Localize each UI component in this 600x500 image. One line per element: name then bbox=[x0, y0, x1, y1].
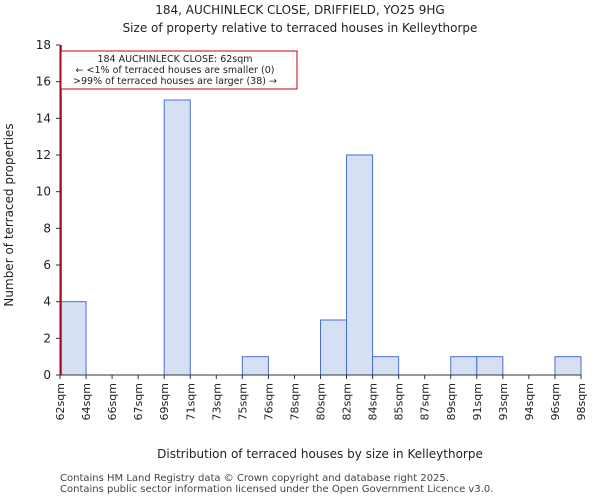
x-tick-label: 91sqm bbox=[471, 383, 484, 420]
x-tick-label: 75sqm bbox=[236, 383, 249, 420]
bar-84sqm bbox=[372, 356, 400, 376]
x-tick-label: 82sqm bbox=[341, 383, 354, 420]
x-tick-label: 93sqm bbox=[497, 383, 510, 420]
bar-69sqm bbox=[163, 99, 191, 376]
bar-82sqm bbox=[346, 154, 374, 376]
x-tick-label: 67sqm bbox=[132, 383, 145, 420]
x-tick-label: 85sqm bbox=[393, 383, 406, 420]
x-tick-label: 80sqm bbox=[315, 383, 328, 420]
annotation-box bbox=[60, 50, 298, 90]
footer-line-1: Contains HM Land Registry data © Crown c… bbox=[60, 473, 449, 484]
bar-62sqm bbox=[59, 301, 87, 376]
bar-91sqm bbox=[476, 356, 504, 376]
x-tick-label: 78sqm bbox=[288, 383, 301, 420]
y-axis-label: Number of terraced properties bbox=[2, 123, 16, 306]
annotation-line-1: 184 AUCHINLECK CLOSE: 62sqm bbox=[97, 54, 252, 65]
y-tick-label: 0 bbox=[43, 368, 51, 382]
y-tick-label: 2 bbox=[43, 331, 51, 345]
x-axis-label: Distribution of terraced houses by size … bbox=[157, 447, 483, 461]
y-tick-label: 18 bbox=[36, 38, 51, 52]
y-tick-label: 10 bbox=[36, 185, 51, 199]
footer-line-2: Contains public sector information licen… bbox=[60, 484, 494, 495]
x-tick-label: 73sqm bbox=[210, 383, 223, 420]
chart-subtitle: Size of property relative to terraced ho… bbox=[122, 21, 478, 35]
x-tick-label: 94sqm bbox=[523, 383, 536, 420]
x-tick-label: 69sqm bbox=[158, 383, 171, 420]
x-tick-label: 84sqm bbox=[367, 383, 380, 420]
x-tick-label: 98sqm bbox=[575, 383, 588, 420]
bar-89sqm bbox=[450, 356, 478, 376]
bar-75sqm bbox=[241, 356, 269, 376]
y-tick-label: 8 bbox=[43, 221, 51, 235]
x-tick-label: 76sqm bbox=[262, 383, 275, 420]
annotation-line-2: ← <1% of terraced houses are smaller (0) bbox=[76, 65, 275, 76]
x-tick-label: 62sqm bbox=[54, 383, 67, 420]
bar-80sqm bbox=[320, 319, 348, 376]
histogram-chart: 0 2 4 6 8 10 12 14 16 18 62sqm 64sqm 66sqm 67sqm 69sqm… bbox=[2, 38, 588, 461]
x-tick-label: 96sqm bbox=[549, 383, 562, 420]
y-tick-label: 14 bbox=[36, 111, 51, 125]
y-tick-label: 12 bbox=[36, 148, 51, 162]
chart-title: 184, AUCHINLECK CLOSE, DRIFFIELD, YO25 9… bbox=[155, 3, 445, 17]
bar-96sqm bbox=[554, 356, 582, 376]
x-tick-label: 71sqm bbox=[184, 383, 197, 420]
y-tick-label: 16 bbox=[36, 75, 51, 89]
annotation-line-3: >99% of terraced houses are larger (38) … bbox=[73, 76, 277, 87]
y-tick-label: 4 bbox=[43, 295, 51, 309]
x-tick-label: 64sqm bbox=[80, 383, 93, 420]
y-tick-label: 6 bbox=[43, 258, 51, 272]
x-tick-label: 89sqm bbox=[445, 383, 458, 420]
x-tick-label: 66sqm bbox=[106, 383, 119, 420]
x-tick-label: 87sqm bbox=[419, 383, 432, 420]
